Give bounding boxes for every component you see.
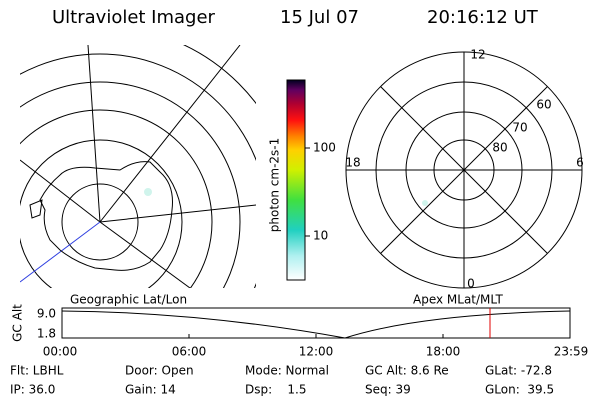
mlt-label: 6 — [576, 156, 584, 170]
date: 15 Jul 07 — [280, 7, 359, 28]
lat-label: 80 — [492, 141, 507, 155]
mlt-label: 18 — [345, 156, 360, 170]
info-field: GC Alt: 8.6 Re — [365, 364, 449, 378]
info-field: Seq: 39 — [365, 383, 411, 397]
colorbar — [286, 79, 306, 281]
alt-ylabel: GC Alt — [11, 304, 25, 342]
lat-label: 70 — [512, 121, 527, 135]
right-caption: Apex MLat/MLT — [413, 293, 503, 307]
info-field: Dsp: 1.5 — [245, 383, 307, 397]
alt-curve — [61, 310, 571, 339]
alt-ytick: 1.8 — [37, 327, 56, 341]
mlt-label: 12 — [470, 48, 485, 62]
info-field: Flt: LBHL — [10, 364, 64, 378]
alt-xticks — [188, 334, 444, 338]
info-field: GLat: -72.8 — [485, 364, 552, 378]
alt-xtick: 18:00 — [426, 345, 461, 359]
colorbar-tick: 10 — [313, 229, 328, 243]
left-caption: Geographic Lat/Lon — [70, 293, 187, 307]
alt-xtick: 00:00 — [43, 345, 78, 359]
time: 20:16:12 UT — [427, 7, 539, 28]
alt-xtick: 06:00 — [172, 345, 207, 359]
info-field: IP: 36.0 — [10, 383, 55, 397]
geo-map — [20, 45, 256, 288]
info-field: Mode: Normal — [245, 364, 329, 378]
polar-grid — [345, 51, 583, 289]
alt-ytick: 9.0 — [37, 307, 56, 321]
lat-label: 60 — [536, 98, 551, 112]
info-field: GLon: 39.5 — [485, 383, 554, 397]
info-field: Gain: 14 — [125, 383, 176, 397]
info: Flt: LBHL Door: Open Mode: Normal GC Alt: 8… — [10, 364, 554, 397]
colorbar-tick: 100 — [313, 141, 336, 155]
info-field: Door: Open — [125, 364, 194, 378]
colorbar-label: photon cm-2s-1 — [268, 138, 282, 233]
alt-xtick: 23:59 — [554, 345, 589, 359]
mlt-label: 0 — [467, 277, 475, 291]
alt-xtick: 12:00 — [299, 345, 334, 359]
instrument: Ultraviolet Imager — [52, 7, 216, 28]
